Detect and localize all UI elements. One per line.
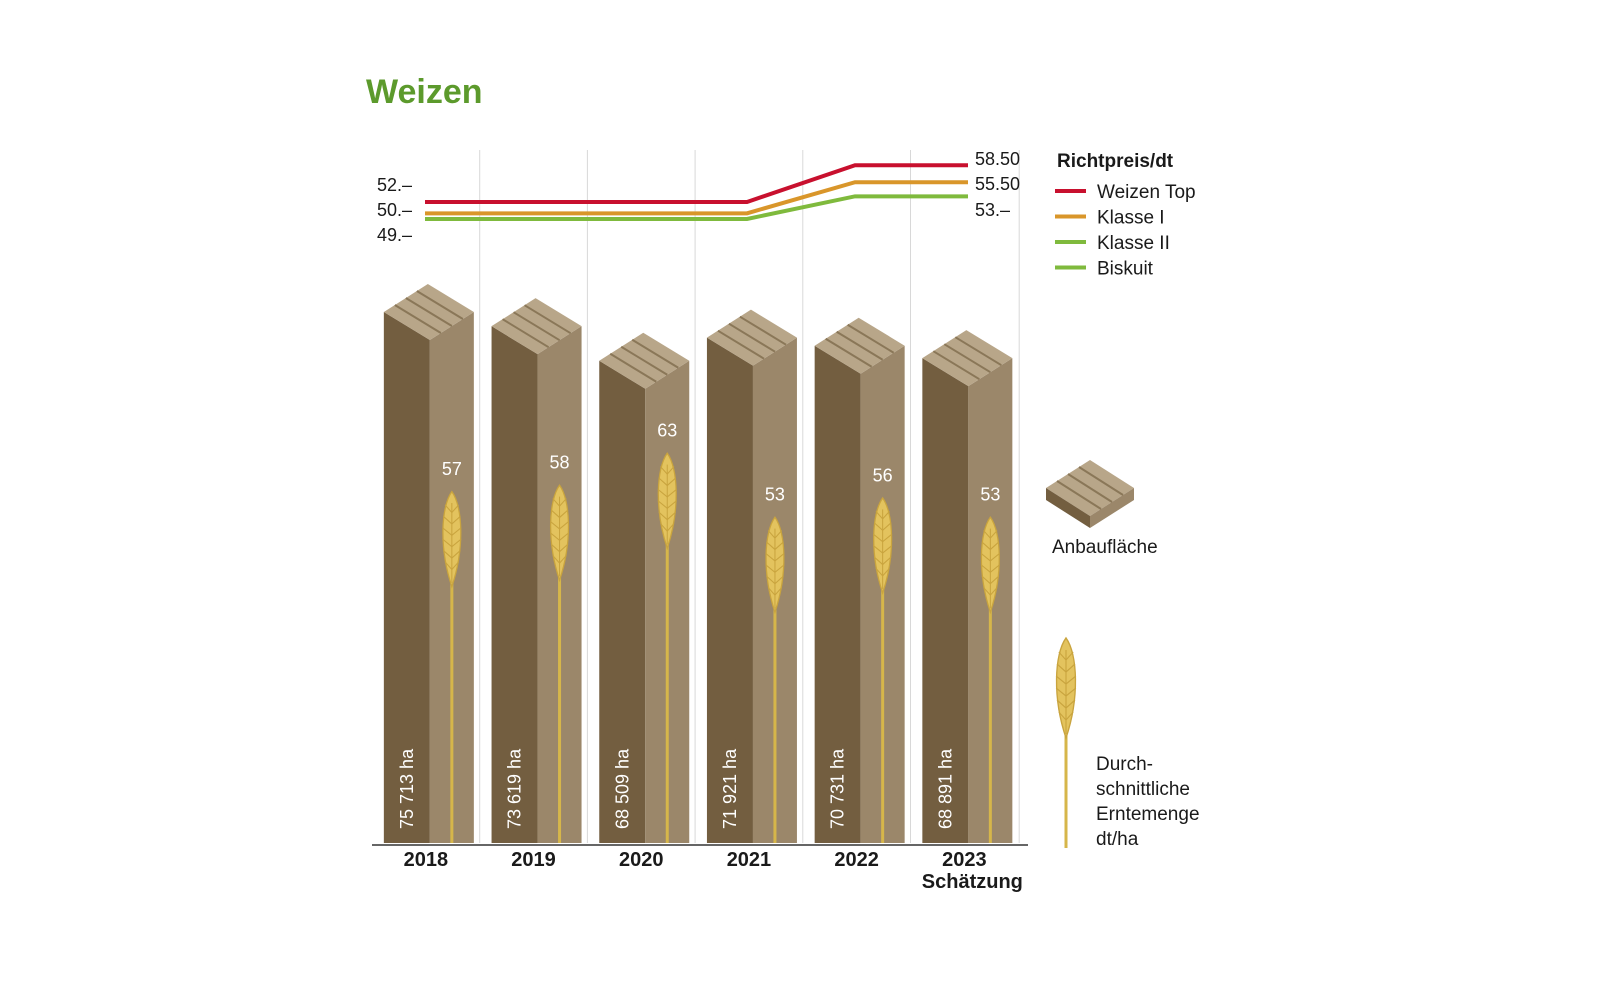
x-tick-label-2022: 2022 (834, 849, 879, 871)
legend-label-klasse-i: Klasse I (1097, 208, 1165, 229)
legend-label-weizen-top: Weizen Top (1097, 182, 1196, 203)
price-line-klasse-i (425, 180, 968, 216)
chart-title: Weizen (366, 73, 483, 111)
bar-group-2023: 68 891 ha 53 (922, 330, 1013, 843)
area-symbol-label: Anbaufläche (1052, 537, 1158, 558)
price-line-klasse-ii (425, 194, 968, 221)
yield-label-1: Durch- (1096, 754, 1153, 775)
legend-label-biskuit: Biskuit (1097, 259, 1154, 280)
legend-title: Richtpreis/dt (1057, 151, 1174, 172)
yield-label-2022: 56 (873, 465, 893, 485)
yield-label-2021: 53 (765, 485, 785, 505)
area-symbol: Anbaufläche (1046, 460, 1158, 558)
price-end-label: 53.– (975, 200, 1010, 220)
wheat-icon (1055, 637, 1077, 739)
yield-label-2: schnittliche (1096, 779, 1190, 800)
x-tick-label-2018: 2018 (404, 849, 449, 871)
x-tick-note-2023: Schätzung (922, 871, 1023, 893)
price-end-label: 55.50 (975, 174, 1020, 194)
yield-label-3: Erntemenge (1096, 804, 1200, 825)
bar-front-2018 (383, 312, 430, 843)
legend-label-klasse-ii: Klasse II (1097, 233, 1170, 254)
yield-label-2019: 58 (550, 453, 570, 473)
bar-group-2020: 68 509 ha 63 (599, 332, 690, 843)
bar-top-lines-2021 (717, 315, 787, 360)
x-tick-label-2023: 2023 (942, 849, 987, 871)
bar-group-2018: 75 713 ha 57 (383, 284, 474, 843)
area-label-2021: 71 921 ha (720, 748, 740, 829)
bars: 75 713 ha 57 73 619 ha 58 68 509 ha 63 71 921 … (383, 284, 1013, 843)
yield-symbol: Durch- schnittliche Erntemenge dt/ha (1055, 637, 1200, 850)
bar-top-lines-2018 (394, 290, 464, 334)
x-tick-label-2020: 2020 (619, 849, 664, 871)
area-label-2022: 70 731 ha (828, 748, 848, 829)
gridlines (479, 150, 1020, 843)
bar-front-2022 (814, 345, 861, 843)
bar-top-lines-2023 (932, 336, 1002, 381)
yield-label-2018: 57 (442, 459, 462, 479)
bar-front-2021 (706, 337, 753, 843)
area-label-2023: 68 891 ha (935, 748, 955, 829)
bar-front-2020 (599, 360, 646, 843)
price-line-weizen-top (425, 163, 968, 204)
price-start-label: 49.– (377, 225, 412, 245)
x-tick-label-2019: 2019 (511, 849, 556, 871)
x-tick-label-2021: 2021 (727, 849, 772, 871)
area-label-2019: 73 619 ha (505, 748, 525, 829)
price-lines (425, 163, 968, 221)
price-labels: 52.– 50.– 49.– 58.50 55.50 53.– (377, 149, 1020, 245)
bar-group-2019: 73 619 ha 58 (491, 298, 582, 843)
area-label-2018: 75 713 ha (397, 748, 417, 829)
bar-top-lines-2019 (502, 304, 572, 349)
price-end-label: 58.50 (975, 149, 1020, 169)
bar-top-lines-2022 (825, 323, 895, 368)
yield-label-2023: 53 (980, 485, 1000, 505)
bar-front-2019 (491, 326, 538, 843)
price-start-label: 50.– (377, 200, 412, 220)
area-label-2020: 68 509 ha (612, 748, 632, 829)
yield-label-2020: 63 (657, 421, 677, 441)
bar-front-2023 (922, 358, 969, 843)
bar-top-lines-2020 (609, 338, 679, 383)
legend: Richtpreis/dt Weizen Top Klasse I Klasse I… (1055, 151, 1196, 280)
bar-group-2021: 71 921 ha 53 (706, 309, 797, 843)
yield-label-4: dt/ha (1096, 829, 1139, 850)
price-start-label: 52.– (377, 175, 412, 195)
bar-group-2022: 70 731 ha 56 (814, 317, 905, 843)
